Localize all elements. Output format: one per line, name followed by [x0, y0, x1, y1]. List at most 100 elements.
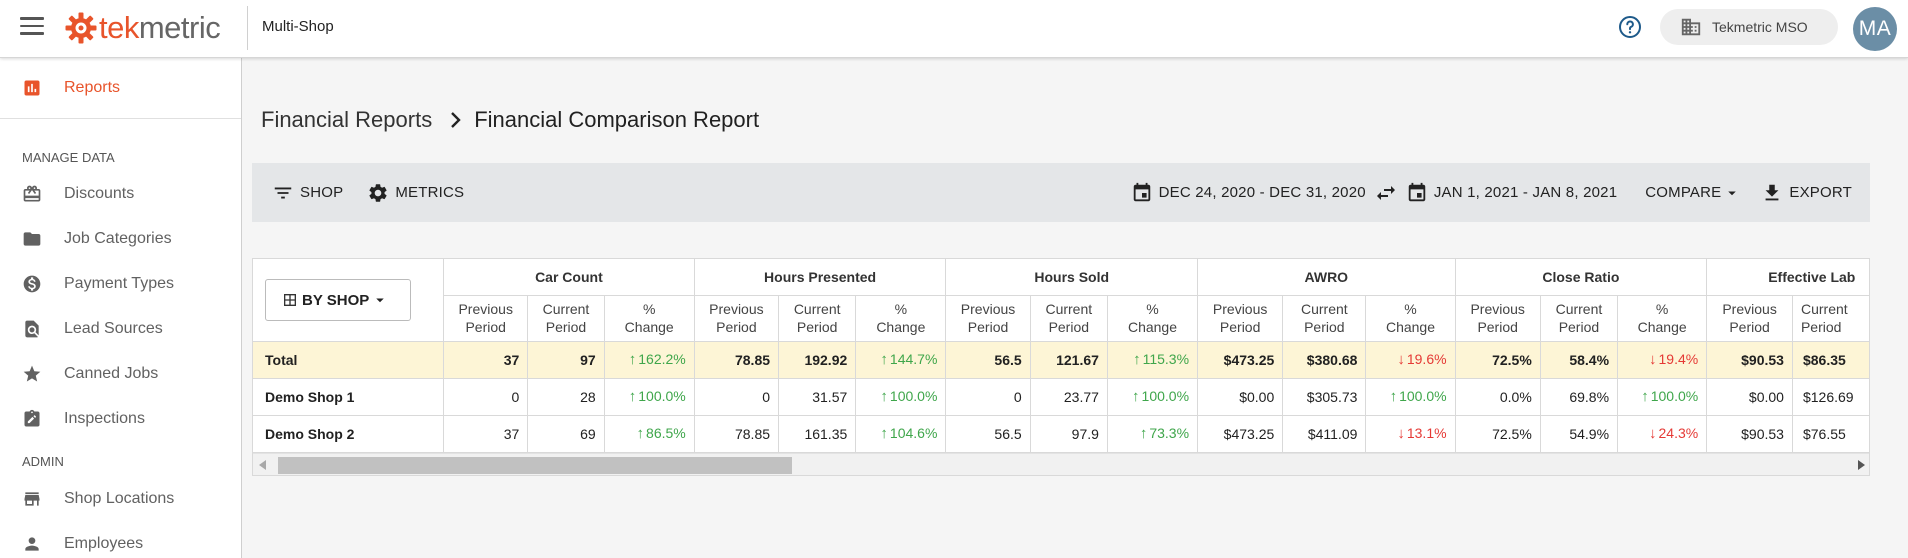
user-avatar[interactable]: MA [1853, 7, 1897, 51]
logo-prefix: tek [99, 10, 139, 45]
arrow-up-icon: ↑ [1139, 425, 1148, 442]
folder-icon [23, 231, 41, 246]
percent-change-value: 24.3% [1658, 425, 1699, 441]
percent-change-cell: ↑ 144.7% [855, 341, 947, 379]
shop-filter-button[interactable]: SHOP [272, 182, 343, 204]
percent-change-cell: ↓ 24.3% [1617, 415, 1708, 453]
previous-value-cell: $90.53 [1706, 341, 1793, 379]
previous-value-cell: $473.25 [1197, 341, 1284, 379]
sidebar-item-reports[interactable]: Reports [0, 58, 241, 119]
previous-range-button[interactable]: DEC 24, 2020 - DEC 31, 2020 [1131, 182, 1366, 204]
clipboard-edit-icon [24, 409, 40, 426]
sidebar-section-title: MANAGE DATA [22, 150, 115, 165]
previous-period-header: Previous Period [1455, 295, 1541, 342]
header-line: Period [1304, 319, 1345, 335]
header-line: Period [545, 319, 587, 335]
previous-value-cell: 0 [694, 378, 780, 416]
compare-dropdown[interactable]: COMPARE [1645, 184, 1741, 202]
header-line: Previous [709, 301, 764, 317]
app-name: Multi-Shop [262, 18, 334, 35]
sidebar-item-employees[interactable]: Employees [0, 521, 241, 558]
sidebar-item-label: Inspections [64, 409, 145, 427]
shop-selector-chip[interactable]: Tekmetric MSO [1660, 9, 1838, 45]
gear-icon [369, 183, 387, 202]
menu-icon[interactable] [20, 17, 44, 37]
tekmetric-logo[interactable]: tekmetric [64, 10, 221, 46]
percent-change-value: 100.0% [638, 388, 686, 404]
logo-suffix: metric [138, 10, 221, 45]
previous-value-cell: 37 [443, 415, 529, 453]
sidebar-item-canned-jobs[interactable]: Canned Jobs [0, 351, 241, 396]
row-label: Demo Shop 1 [253, 378, 445, 416]
sidebar-item-shop-locations[interactable]: Shop Locations [0, 476, 241, 521]
breadcrumb-parent[interactable]: Financial Reports [261, 107, 433, 132]
header-line: Previous [1212, 301, 1268, 317]
scroll-left-arrow-icon[interactable] [259, 460, 266, 470]
current-value-cell: $126.69 [1792, 378, 1869, 416]
sidebar-item-job-categories[interactable]: Job Categories [0, 216, 241, 261]
group-header-effective-labor: Effective Lab [1706, 259, 1869, 296]
arrow-up-icon: ↑ [628, 388, 637, 405]
percent-change-value: 144.7% [889, 351, 938, 367]
header-line: Period [796, 319, 838, 335]
group-by-shop-button[interactable]: BY SHOP [265, 279, 411, 321]
sidebar-item-label: Discounts [64, 184, 135, 202]
horizontal-scrollbar[interactable] [253, 453, 1869, 475]
current-value-cell: 58.4% [1540, 341, 1619, 379]
header-line: Current [1300, 301, 1348, 317]
header-line: Change [876, 319, 926, 335]
help-icon[interactable] [1618, 15, 1642, 39]
calendar-icon [1408, 182, 1426, 201]
divider [247, 6, 248, 50]
current-range-button[interactable]: JAN 1, 2021 - JAN 8, 2021 [1406, 182, 1617, 204]
arrow-up-icon: ↑ [628, 351, 637, 368]
previous-value-cell: 56.5 [945, 415, 1031, 453]
group-header-row: BY SHOP Car Count Hours Presented Hours … [253, 259, 1869, 342]
sidebar-item-payment-types[interactable]: Payment Types [0, 261, 241, 306]
percent-change-value: 115.3% [1142, 351, 1190, 367]
scroll-right-arrow-icon[interactable] [1858, 460, 1865, 470]
percent-change-cell: ↑ 100.0% [604, 378, 695, 416]
previous-value-cell: 78.85 [694, 341, 780, 379]
sub-header-row: Previous Period Current Period% Change Previo… [253, 295, 1869, 342]
current-value-cell: $380.68 [1282, 341, 1367, 379]
group-header-hours-presented: Hours Presented [694, 259, 947, 296]
arrow-down-icon: ↓ [1397, 425, 1405, 442]
previous-value-cell: 78.85 [694, 415, 780, 453]
percent-change-value: 100.0% [889, 388, 938, 404]
export-button[interactable]: EXPORT [1761, 182, 1852, 204]
sidebar-item-lead-sources[interactable]: Lead Sources [0, 306, 241, 351]
header-line: Period [1477, 319, 1518, 335]
current-period-header: Current Period [527, 295, 605, 342]
store-icon [24, 491, 40, 506]
table-scroll-area[interactable]: BY SHOP Car Count Hours Presented Hours … [253, 259, 1869, 453]
caret-down-icon [1728, 191, 1737, 195]
percent-change-header: % Change [1617, 295, 1708, 342]
swap-icon[interactable] [1374, 181, 1398, 205]
total-row: Total 37 97 ↑ 162.2% 78.85 192.92 ↑ 144.7% 56.5 12… [253, 341, 1869, 379]
metrics-button[interactable]: METRICS [367, 182, 464, 204]
table-row: Demo Shop 2 37 69 ↑ 86.5% 78.85 161.35 ↑ 104.6% 5… [253, 415, 1869, 453]
previous-period-header: Previous Period [945, 295, 1031, 342]
header-line: Period [465, 319, 506, 335]
sidebar-item-discounts[interactable]: Discounts [0, 171, 241, 216]
previous-value-cell: 72.5% [1455, 341, 1541, 379]
current-period-header: Current Period [1282, 295, 1367, 342]
calendar-icon [1133, 182, 1150, 201]
row-label: Demo Shop 2 [253, 415, 445, 453]
previous-value-cell: $473.25 [1197, 415, 1284, 453]
percent-change-cell: ↑ 100.0% [1617, 378, 1708, 416]
previous-value-cell: 0 [945, 378, 1031, 416]
scrollbar-thumb[interactable] [278, 457, 792, 474]
percent-change-cell: ↑ 86.5% [604, 415, 695, 453]
star-icon [23, 365, 41, 381]
sidebar-item-label: Canned Jobs [64, 364, 159, 382]
group-by-label: BY SHOP [302, 291, 370, 309]
percent-change-cell: ↑ 162.2% [604, 341, 695, 379]
sidebar-item-inspections[interactable]: Inspections [0, 396, 241, 441]
sidebar-item-label: Employees [64, 534, 144, 552]
sidebar-item-label: Job Categories [64, 229, 172, 247]
report-toolbar: SHOP METRICS DEC 24, 2020 - DEC 31, 2020… [252, 163, 1870, 222]
header-line: % [1655, 301, 1669, 317]
header-line: % [894, 301, 908, 317]
